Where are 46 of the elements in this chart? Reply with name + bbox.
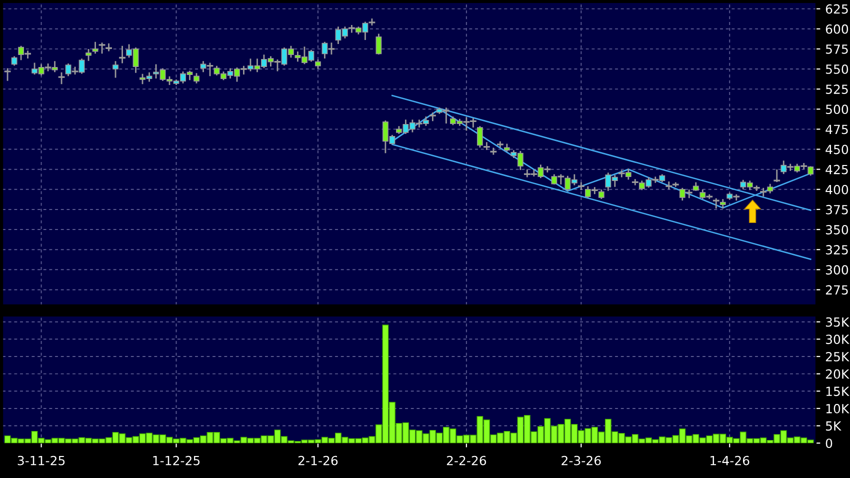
y-tick-label: 5K [826,421,842,431]
candlestick [4,68,11,81]
y-tick-label: 625 [826,4,848,14]
candlestick [58,72,65,84]
x-tick-label: 1-4-26 [710,456,750,466]
candlestick [86,49,92,61]
candlestick [666,181,672,190]
candlestick [98,42,106,54]
x-tick-label: 2-1-26 [298,456,338,466]
candlestick [483,142,490,150]
candlestick [112,61,118,78]
candlestick [578,182,584,190]
candlestick [429,112,436,122]
y-tick-label: 425 [826,164,848,174]
x-tick-label: 2-2-26 [446,456,486,466]
y-tick-label: 575 [826,44,848,54]
candlestick [92,42,98,54]
candlestick [476,126,483,148]
y-tick-label: 35K [826,317,850,327]
candlestick [106,43,112,52]
y-tick-label: 550 [826,64,848,74]
y-tick-label: 475 [826,124,848,134]
candlestick [376,34,382,54]
x-tick-label: 2-3-26 [562,456,601,466]
y-tick-label: 0 [826,438,832,448]
candlestick [490,148,497,155]
y-tick-label: 15K [826,386,850,396]
y-tick-label: 600 [826,24,848,34]
candlestick [774,169,780,182]
y-tick-label: 375 [826,204,848,214]
y-tick-label: 25K [826,352,850,362]
y-tick-label: 325 [826,245,848,255]
y-tick-label: 30K [826,334,850,344]
x-tick-label: 3-11-25 [18,456,65,466]
candlestick [119,46,126,64]
y-tick-label: 400 [826,184,848,194]
y-tick-label: 20K [826,369,850,379]
y-tick-label: 10K [826,404,850,414]
y-tick-label: 525 [826,84,848,94]
y-tick-label: 350 [826,224,848,234]
x-tick-label: 1-12-25 [153,456,200,466]
candlestick [712,198,720,209]
y-tick-label: 450 [826,144,848,154]
y-tick-label: 300 [826,265,848,275]
y-tick-label: 500 [826,104,848,114]
y-tick-label: 275 [826,285,848,295]
